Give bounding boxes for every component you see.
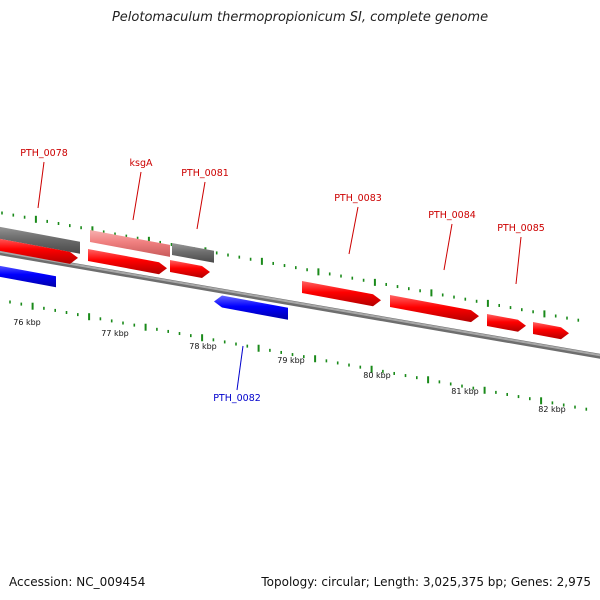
gene-feature-reverse [214, 295, 288, 320]
scale-label: 80 kbp [363, 371, 391, 380]
gene-feature-reverse [0, 265, 56, 288]
gene-label-leader [196, 181, 206, 230]
scale-label: 76 kbp [13, 318, 41, 327]
gene-label-leader [515, 236, 522, 285]
gene-feature-gray [172, 243, 214, 263]
gene-feature-forward [533, 322, 569, 340]
gene-feature-forward [0, 238, 78, 264]
gene-label: PTH_0083 [334, 193, 382, 204]
genome-summary: Topology: circular; Length: 3,025,375 bp… [261, 575, 591, 589]
scale-label: 77 kbp [101, 329, 129, 338]
genome-title: Pelotomaculum thermopropionicum SI, comp… [111, 10, 489, 25]
gene-feature-forward [302, 281, 381, 307]
gene-feature-forward [390, 295, 479, 323]
gene-label-leader [132, 171, 142, 221]
gene-feature-ksgA-rna [90, 230, 170, 257]
gene-label: ksgA [130, 158, 153, 169]
gene-label: PTH_0078 [20, 148, 68, 159]
backbone-highlight [0, 250, 600, 357]
gene-feature-gray [0, 226, 80, 254]
gene-label-leader [443, 223, 453, 271]
scale-label: 81 kbp [451, 387, 479, 396]
gene-label: PTH_0082 [213, 393, 261, 404]
gene-label: PTH_0081 [181, 168, 229, 179]
scale-label: 78 kbp [189, 342, 217, 351]
gene-label-leader [236, 345, 244, 391]
gene-feature-forward [170, 260, 210, 278]
gene-label-leader [348, 206, 359, 255]
accession-label: Accession: NC_009454 [9, 575, 146, 589]
scale-label: 82 kbp [538, 405, 566, 414]
gene-label: PTH_0085 [497, 223, 545, 234]
gene-feature-forward [487, 314, 526, 332]
scale-label: 79 kbp [277, 356, 305, 365]
gene-label: PTH_0084 [428, 210, 476, 221]
gene-label-leader [37, 161, 45, 209]
gene-feature-forward [88, 249, 167, 275]
